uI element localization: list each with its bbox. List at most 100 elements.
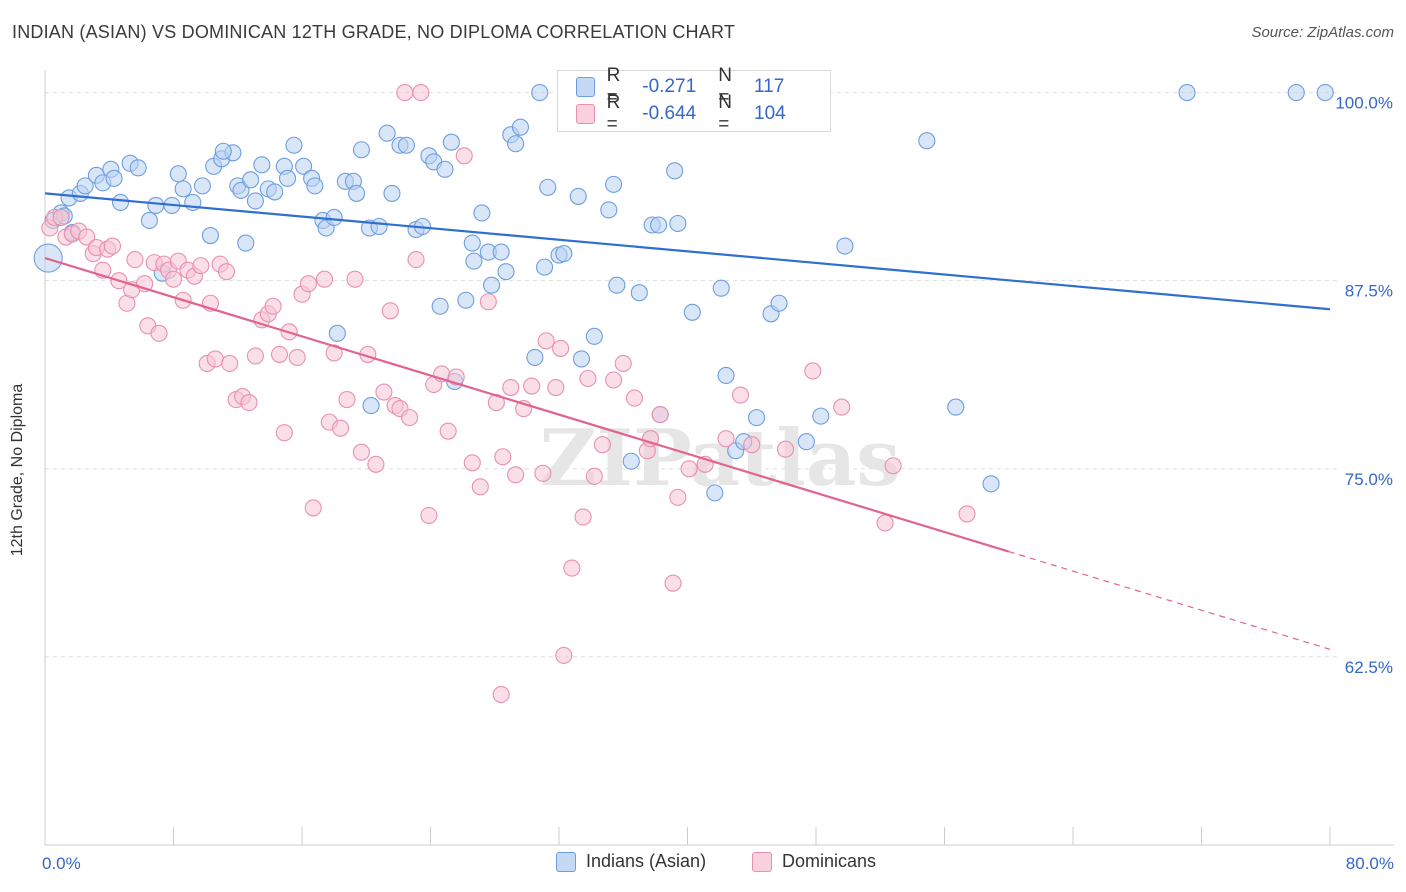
data-point: [669, 214, 687, 233]
data-point: [436, 160, 454, 178]
x-tick-labels: 0.0% 80.0%: [42, 854, 1394, 873]
data-point: [614, 354, 632, 372]
data-point: [494, 448, 512, 466]
trend-line-extension-1: [1008, 550, 1331, 650]
data-point: [608, 276, 626, 294]
data-point: [605, 371, 623, 389]
y-axis-label: 12th Grade, No Diploma: [9, 383, 26, 557]
data-point: [367, 455, 385, 473]
data-point: [574, 508, 592, 526]
data-point: [278, 169, 297, 187]
data-point: [147, 196, 165, 214]
data-point: [537, 332, 555, 350]
data-point: [214, 142, 232, 160]
data-point: [585, 467, 603, 485]
data-point: [201, 226, 219, 245]
data-point: [593, 436, 611, 454]
data-point: [776, 440, 795, 458]
data-point: [240, 394, 258, 412]
data-point: [150, 324, 168, 342]
data-point: [346, 270, 364, 288]
data-point: [439, 422, 457, 440]
data-point: [304, 499, 322, 517]
data-point: [555, 646, 573, 664]
legend-swatch-indians: [556, 851, 576, 872]
data-point: [605, 175, 623, 193]
series-0-points: [33, 84, 1334, 502]
data-point: [455, 147, 473, 165]
data-point: [531, 84, 549, 102]
data-point: [507, 466, 525, 484]
data-point: [669, 488, 687, 506]
gridlines: [45, 92, 1340, 658]
data-point: [348, 184, 366, 202]
axes: [44, 70, 1394, 846]
data-point: [958, 505, 976, 523]
data-point: [622, 452, 640, 470]
data-points: [33, 84, 1334, 704]
data-point: [651, 406, 669, 424]
data-point: [129, 159, 147, 177]
data-point: [664, 574, 682, 592]
legend-r-value: -0.271: [642, 76, 697, 97]
chart-title: INDIAN (ASIAN) VS DOMINICAN 12TH GRADE, …: [12, 22, 736, 42]
data-point: [473, 204, 491, 222]
data-point: [479, 293, 497, 311]
data-point: [140, 211, 158, 230]
data-point: [770, 294, 788, 312]
data-point: [126, 251, 144, 269]
legend-r-label: R =: [606, 65, 621, 108]
legend-row-dominicans: R = -0.644 N = 104: [576, 92, 830, 135]
data-point: [539, 178, 557, 196]
data-point: [680, 460, 698, 478]
legend-n-value: 104: [754, 103, 786, 124]
data-point: [237, 234, 255, 252]
data-point: [285, 136, 303, 154]
data-point: [585, 327, 603, 345]
x-tick-label: 80.0%: [1346, 854, 1394, 873]
data-point: [884, 457, 902, 475]
series-legend: Indians (Asian) Dominicans: [0, 851, 1406, 877]
data-point: [325, 208, 343, 227]
data-point: [331, 419, 350, 437]
data-point: [299, 275, 317, 293]
data-point: [572, 350, 591, 368]
y-tick-label: 75.0%: [1345, 470, 1393, 489]
y-tick-label: 62.5%: [1345, 658, 1393, 677]
data-point: [706, 484, 724, 502]
data-point: [804, 362, 822, 380]
trend-lines: [44, 192, 1331, 650]
data-point: [666, 162, 684, 180]
data-point: [378, 124, 396, 142]
legend-n-value: 117: [754, 76, 785, 97]
legend-item-indians[interactable]: Indians (Asian): [556, 851, 706, 872]
data-point: [457, 291, 475, 309]
data-point: [76, 177, 94, 195]
data-point: [338, 391, 356, 409]
data-point: [206, 350, 224, 368]
data-point: [221, 354, 239, 372]
data-point: [370, 217, 388, 236]
data-point: [193, 177, 211, 195]
data-point: [748, 409, 766, 427]
legend-r-label: R =: [606, 92, 621, 135]
source-credit: Source: ZipAtlas.com: [1251, 24, 1394, 41]
y-tick-label: 87.5%: [1345, 282, 1393, 301]
data-point: [306, 177, 324, 195]
data-point: [397, 136, 415, 154]
data-point: [1316, 84, 1334, 102]
x-tick-label: 0.0%: [42, 854, 81, 873]
data-point: [270, 345, 289, 363]
data-point: [375, 383, 393, 401]
legend-item-dominicans[interactable]: Dominicans: [752, 851, 876, 872]
data-point: [482, 276, 501, 294]
y-tick-labels: 62.5% 75.0% 87.5% 100.0%: [1335, 94, 1393, 677]
data-point: [552, 339, 570, 357]
data-point: [1178, 84, 1196, 102]
data-point: [381, 302, 399, 320]
data-point: [217, 263, 236, 281]
trend-line-1: [44, 257, 1010, 553]
data-point: [52, 208, 70, 227]
data-point: [352, 443, 370, 461]
